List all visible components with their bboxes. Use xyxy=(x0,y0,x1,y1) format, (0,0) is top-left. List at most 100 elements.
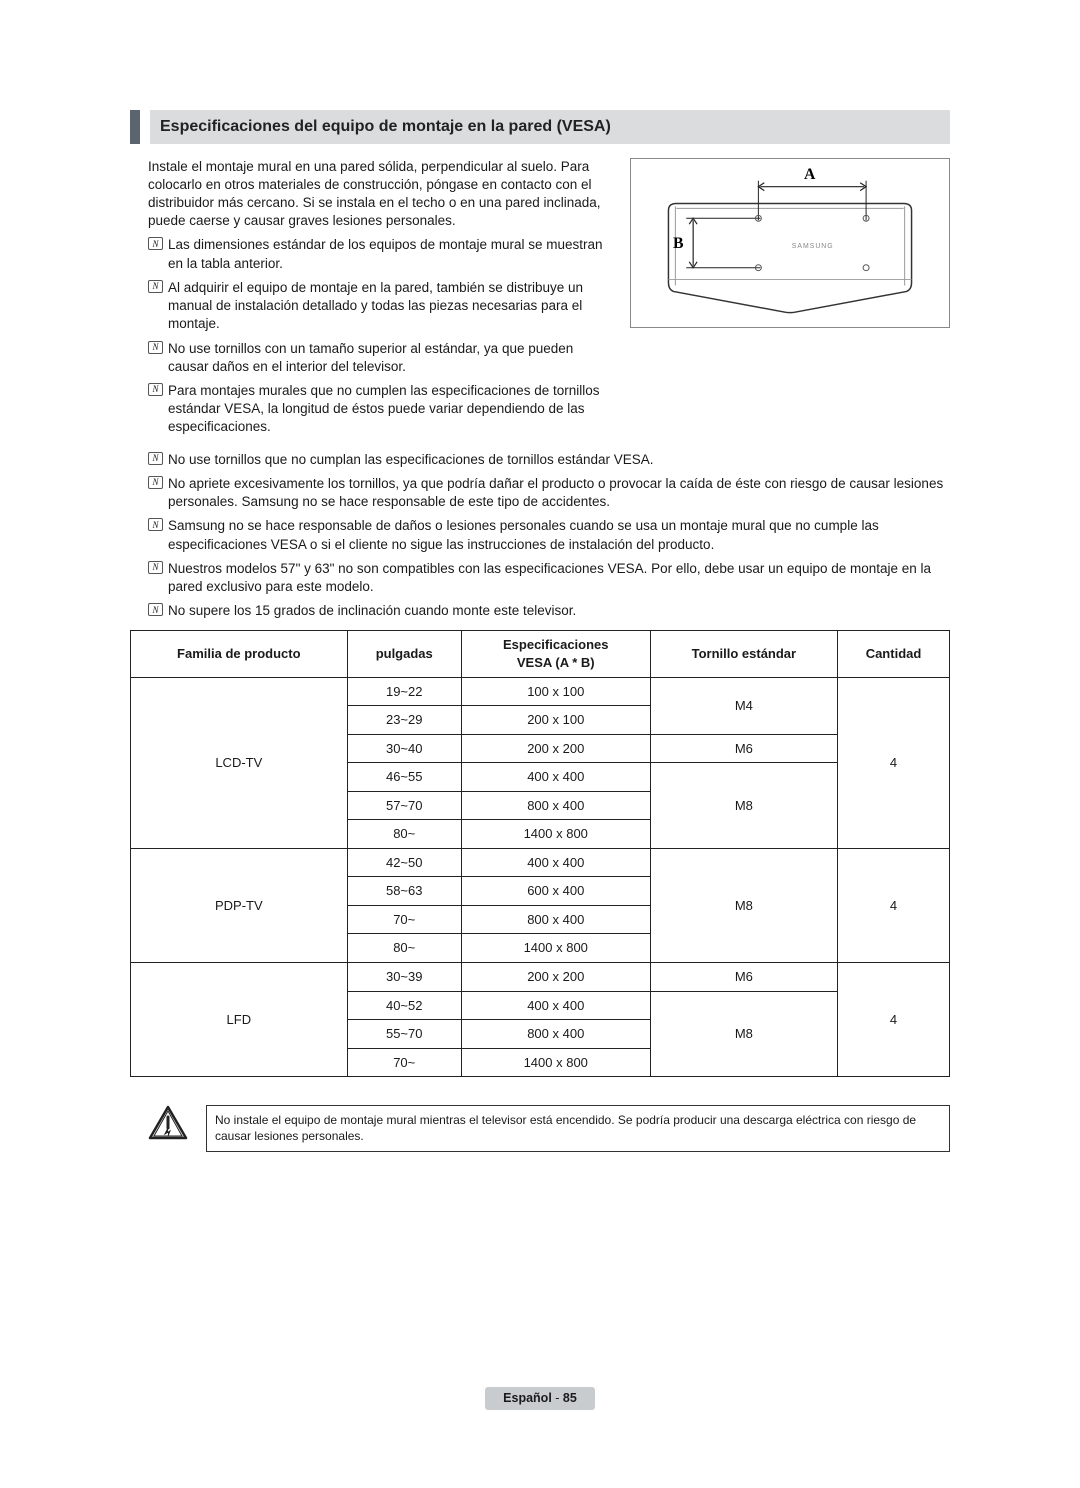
note-icon: N xyxy=(148,383,163,396)
note-icon: N xyxy=(148,561,163,574)
note-item: N Samsung no se hace responsable de daños… xyxy=(148,517,950,553)
col-qty: Cantidad xyxy=(838,631,950,677)
note-text: No supere los 15 grados de inclinación c… xyxy=(168,603,576,618)
note-icon: N xyxy=(148,518,163,531)
full-notes-list: N No use tornillos que no cumplan las esp… xyxy=(130,451,950,621)
note-text: Para montajes murales que no cumplen las… xyxy=(168,383,599,434)
cell-screw: M8 xyxy=(650,991,837,1077)
cell-qty: 4 xyxy=(838,677,950,848)
intro-paragraph: Instale el montaje mural en una pared só… xyxy=(130,158,614,231)
cell-vesa: 1400 x 800 xyxy=(461,1048,650,1077)
side-notes-list: N Las dimensiones estándar de los equipos… xyxy=(130,236,614,436)
note-icon: N xyxy=(148,452,163,465)
cell-vesa: 400 x 400 xyxy=(461,991,650,1020)
warning-text: No instale el equipo de montaje mural mi… xyxy=(206,1105,950,1151)
cell-family: LCD-TV xyxy=(131,677,348,848)
cell-qty: 4 xyxy=(838,848,950,962)
cell-vesa: 800 x 400 xyxy=(461,905,650,934)
vesa-diagram-svg: A B SAMSUNG xyxy=(631,159,949,327)
diagram-brand: SAMSUNG xyxy=(792,243,834,250)
note-icon: N xyxy=(148,341,163,354)
note-icon: N xyxy=(148,237,163,250)
page-footer: Español - 85 xyxy=(0,1387,1080,1410)
cell-inches: 23~29 xyxy=(347,706,461,735)
note-item: N Al adquirir el equipo de montaje en la … xyxy=(148,279,614,334)
note-item: N No supere los 15 grados de inclinación … xyxy=(148,602,950,620)
footer-page: 85 xyxy=(563,1391,577,1405)
cell-family: LFD xyxy=(131,962,348,1076)
col-vesa-line2: VESA (A * B) xyxy=(517,655,595,670)
col-vesa-line1: Especificaciones xyxy=(503,637,609,652)
table-row: LFD30~39200 x 200M64 xyxy=(131,962,950,991)
table-header: Familia de producto pulgadas Especificac… xyxy=(131,631,950,677)
cell-vesa: 600 x 400 xyxy=(461,877,650,906)
cell-inches: 80~ xyxy=(347,820,461,849)
note-icon: N xyxy=(148,603,163,616)
cell-inches: 58~63 xyxy=(347,877,461,906)
warning-icon xyxy=(148,1105,188,1146)
cell-inches: 70~ xyxy=(347,905,461,934)
note-text: Al adquirir el equipo de montaje en la p… xyxy=(168,280,583,331)
note-item: N Para montajes murales que no cumplen la… xyxy=(148,382,614,437)
cell-inches: 57~70 xyxy=(347,791,461,820)
cell-screw: M8 xyxy=(650,848,837,962)
cell-inches: 46~55 xyxy=(347,763,461,792)
footer-lang: Español xyxy=(503,1391,552,1405)
cell-vesa: 400 x 400 xyxy=(461,848,650,877)
cell-vesa: 100 x 100 xyxy=(461,677,650,706)
note-item: N No use tornillos que no cumplan las esp… xyxy=(148,451,950,469)
col-family: Familia de producto xyxy=(131,631,348,677)
cell-qty: 4 xyxy=(838,962,950,1076)
footer-sep: - xyxy=(552,1391,563,1405)
cell-vesa: 800 x 400 xyxy=(461,1020,650,1049)
cell-vesa: 1400 x 800 xyxy=(461,820,650,849)
cell-inches: 70~ xyxy=(347,1048,461,1077)
col-screw: Tornillo estándar xyxy=(650,631,837,677)
note-icon: N xyxy=(148,280,163,293)
title-accent xyxy=(130,110,140,144)
note-text: No apriete excesivamente los tornillos, … xyxy=(168,476,943,509)
note-item: N No apriete excesivamente los tornillos… xyxy=(148,475,950,511)
section-title: Especificaciones del equipo de montaje e… xyxy=(150,110,950,144)
cell-screw: M8 xyxy=(650,763,837,849)
table-row: LCD-TV19~22100 x 100M44 xyxy=(131,677,950,706)
table-row: PDP-TV42~50400 x 400M84 xyxy=(131,848,950,877)
intro-block: Instale el montaje mural en una pared só… xyxy=(130,158,950,443)
note-text: No use tornillos que no cumplan las espe… xyxy=(168,452,654,467)
cell-vesa: 400 x 400 xyxy=(461,763,650,792)
cell-vesa: 1400 x 800 xyxy=(461,934,650,963)
diagram-label-a: A xyxy=(804,165,816,182)
vesa-diagram: A B SAMSUNG xyxy=(630,158,950,328)
section-title-bar: Especificaciones del equipo de montaje e… xyxy=(130,110,950,144)
cell-screw: M6 xyxy=(650,734,837,763)
cell-inches: 40~52 xyxy=(347,991,461,1020)
note-text: Las dimensiones estándar de los equipos … xyxy=(168,237,603,270)
vesa-spec-table: Familia de producto pulgadas Especificac… xyxy=(130,630,950,1077)
cell-vesa: 200 x 200 xyxy=(461,962,650,991)
note-item: N No use tornillos con un tamaño superior… xyxy=(148,340,614,376)
warning-block: No instale el equipo de montaje mural mi… xyxy=(130,1105,950,1151)
cell-vesa: 200 x 200 xyxy=(461,734,650,763)
col-inches: pulgadas xyxy=(347,631,461,677)
cell-inches: 55~70 xyxy=(347,1020,461,1049)
col-vesa: Especificaciones VESA (A * B) xyxy=(461,631,650,677)
cell-inches: 80~ xyxy=(347,934,461,963)
note-text: Samsung no se hace responsable de daños … xyxy=(168,518,879,551)
cell-inches: 42~50 xyxy=(347,848,461,877)
diagram-label-b: B xyxy=(673,235,684,252)
cell-inches: 30~39 xyxy=(347,962,461,991)
table-body: LCD-TV19~22100 x 100M4423~29200 x 10030~… xyxy=(131,677,950,1077)
cell-inches: 19~22 xyxy=(347,677,461,706)
note-icon: N xyxy=(148,476,163,489)
note-item: N Nuestros modelos 57" y 63" no son compa… xyxy=(148,560,950,596)
cell-vesa: 200 x 100 xyxy=(461,706,650,735)
note-text: Nuestros modelos 57" y 63" no son compat… xyxy=(168,561,931,594)
cell-family: PDP-TV xyxy=(131,848,348,962)
cell-inches: 30~40 xyxy=(347,734,461,763)
cell-screw: M4 xyxy=(650,677,837,734)
intro-text-column: Instale el montaje mural en una pared só… xyxy=(130,158,614,443)
note-text: No use tornillos con un tamaño superior … xyxy=(168,341,573,374)
cell-screw: M6 xyxy=(650,962,837,991)
note-item: N Las dimensiones estándar de los equipos… xyxy=(148,236,614,272)
footer-pill: Español - 85 xyxy=(485,1387,595,1410)
